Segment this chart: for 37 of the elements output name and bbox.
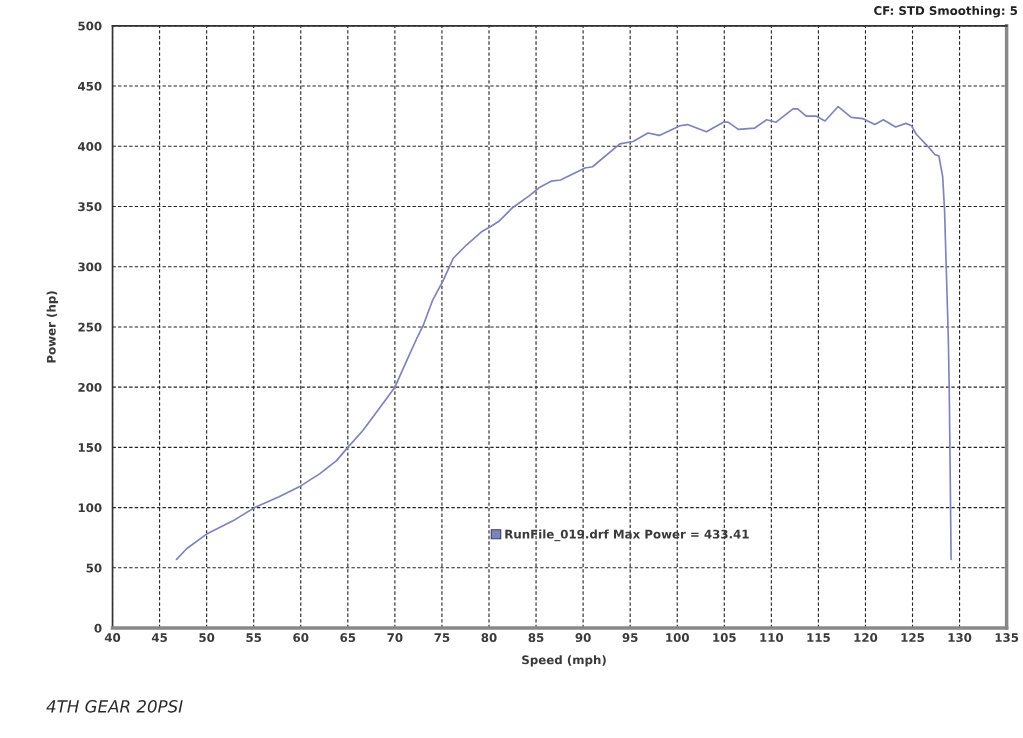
x-tick-label: 135 [995, 633, 1019, 643]
y-tick-label: 400 [78, 141, 102, 151]
line-series [175, 105, 952, 561]
x-tick-label: 130 [948, 633, 972, 643]
x-tick-label: 80 [481, 633, 497, 643]
y-tick-label: 450 [78, 81, 102, 91]
x-tick-label: 100 [666, 633, 689, 643]
x-tick-label: 60 [293, 633, 309, 643]
x-tick-label: 65 [340, 633, 356, 643]
y-tick-label: 200 [78, 382, 102, 392]
x-tick-label: 40 [104, 633, 121, 643]
x-tick-label: 45 [151, 633, 167, 643]
x-tick-label: 95 [622, 633, 638, 643]
y-tick-label: 50 [86, 563, 102, 573]
x-tick-label: 120 [854, 633, 878, 643]
y-tick-label: 0 [94, 623, 102, 633]
x-tick-label: 105 [713, 633, 736, 643]
text: 4TH GEAR 20PSI [46, 700, 183, 713]
x-tick-label: 70 [387, 633, 403, 643]
y-tick-label: 250 [78, 322, 102, 332]
x-tick-label: 55 [246, 633, 262, 643]
y-tick-label: 100 [78, 503, 102, 513]
x-tick-label: 125 [901, 633, 925, 643]
y-tick-label: 300 [78, 262, 102, 272]
legend-label: RunFile_019.drf Max Power = 433.41 [505, 529, 749, 542]
x-axis-title: Speed (mph) [522, 655, 606, 667]
y-axis-title: Power (hp) [46, 291, 59, 363]
chart-subtitle: CF: STD Smoothing: 5 [874, 5, 1018, 18]
x-tick-label: 115 [807, 633, 830, 643]
x-tick-label: 75 [434, 633, 450, 643]
y-tick-label: 350 [78, 202, 102, 212]
x-tick-label: 50 [199, 633, 215, 643]
x-tick-label: 90 [575, 633, 591, 643]
y-tick-label: 150 [78, 443, 102, 453]
x-tick-label: 85 [528, 633, 544, 643]
x-tick-label: 110 [760, 633, 784, 643]
y-tick-label: 500 [78, 21, 102, 31]
